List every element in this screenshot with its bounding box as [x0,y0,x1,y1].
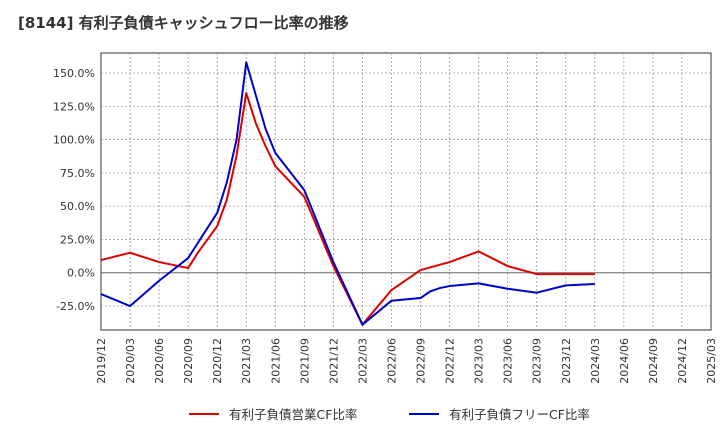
x-tick-label: 2023/09 [531,338,544,384]
y-tick-label: 75.0% [60,167,95,180]
x-tick-label: 2021/12 [327,338,340,384]
x-tick-label: 2022/03 [356,338,369,384]
x-tick-label: 2019/12 [95,338,108,384]
x-tick-label: 2022/12 [444,338,457,384]
axis-layer: 2019/12 2020/03 2020/06 2020/09 2020/12 2021/… [53,67,718,384]
x-tick-label: 2023/06 [502,338,515,384]
series-line-2 [100,61,595,326]
x-tick-label: 2021/03 [240,338,253,384]
series-layer [100,61,595,326]
x-tick-label: 2020/03 [124,338,137,384]
x-tick-label: 2021/09 [298,338,311,384]
legend-label-2: 有利子負債フリーCF比率 [449,407,590,422]
y-tick-label: 125.0% [53,100,95,113]
x-tick-label: 2020/12 [211,338,224,384]
x-tick-label: 2021/06 [269,338,282,384]
legend-label-1: 有利子負債営業CF比率 [229,407,357,422]
x-tick-label: 2024/03 [589,338,602,384]
chart-title: [8144] 有利子負債キャッシュフロー比率の推移 [18,14,349,32]
legend: 有利子負債営業CF比率 有利子負債フリーCF比率 [189,407,590,422]
y-tick-label: 150.0% [53,67,95,80]
x-tick-label: 2020/09 [182,338,195,384]
series-line-1 [100,91,595,326]
x-tick-label: 2023/03 [473,338,486,384]
x-tick-label: 2020/06 [153,338,166,384]
grid-layer [100,52,712,331]
x-tick-label: 2024/06 [618,338,631,384]
y-tick-label: 100.0% [53,134,95,147]
x-tick-label: 2024/09 [647,338,660,384]
x-tick-label: 2022/09 [415,338,428,384]
y-tick-label: -25.0% [56,300,95,313]
x-tick-label: 2024/12 [676,338,689,384]
y-tick-label: 50.0% [60,200,95,213]
plot-area [100,52,712,331]
x-tick-label: 2025/03 [705,338,718,384]
y-tick-label: 0.0% [67,267,95,280]
x-tick-label: 2023/12 [560,338,573,384]
x-tick-label: 2022/06 [385,338,398,384]
y-tick-label: 25.0% [60,233,95,246]
